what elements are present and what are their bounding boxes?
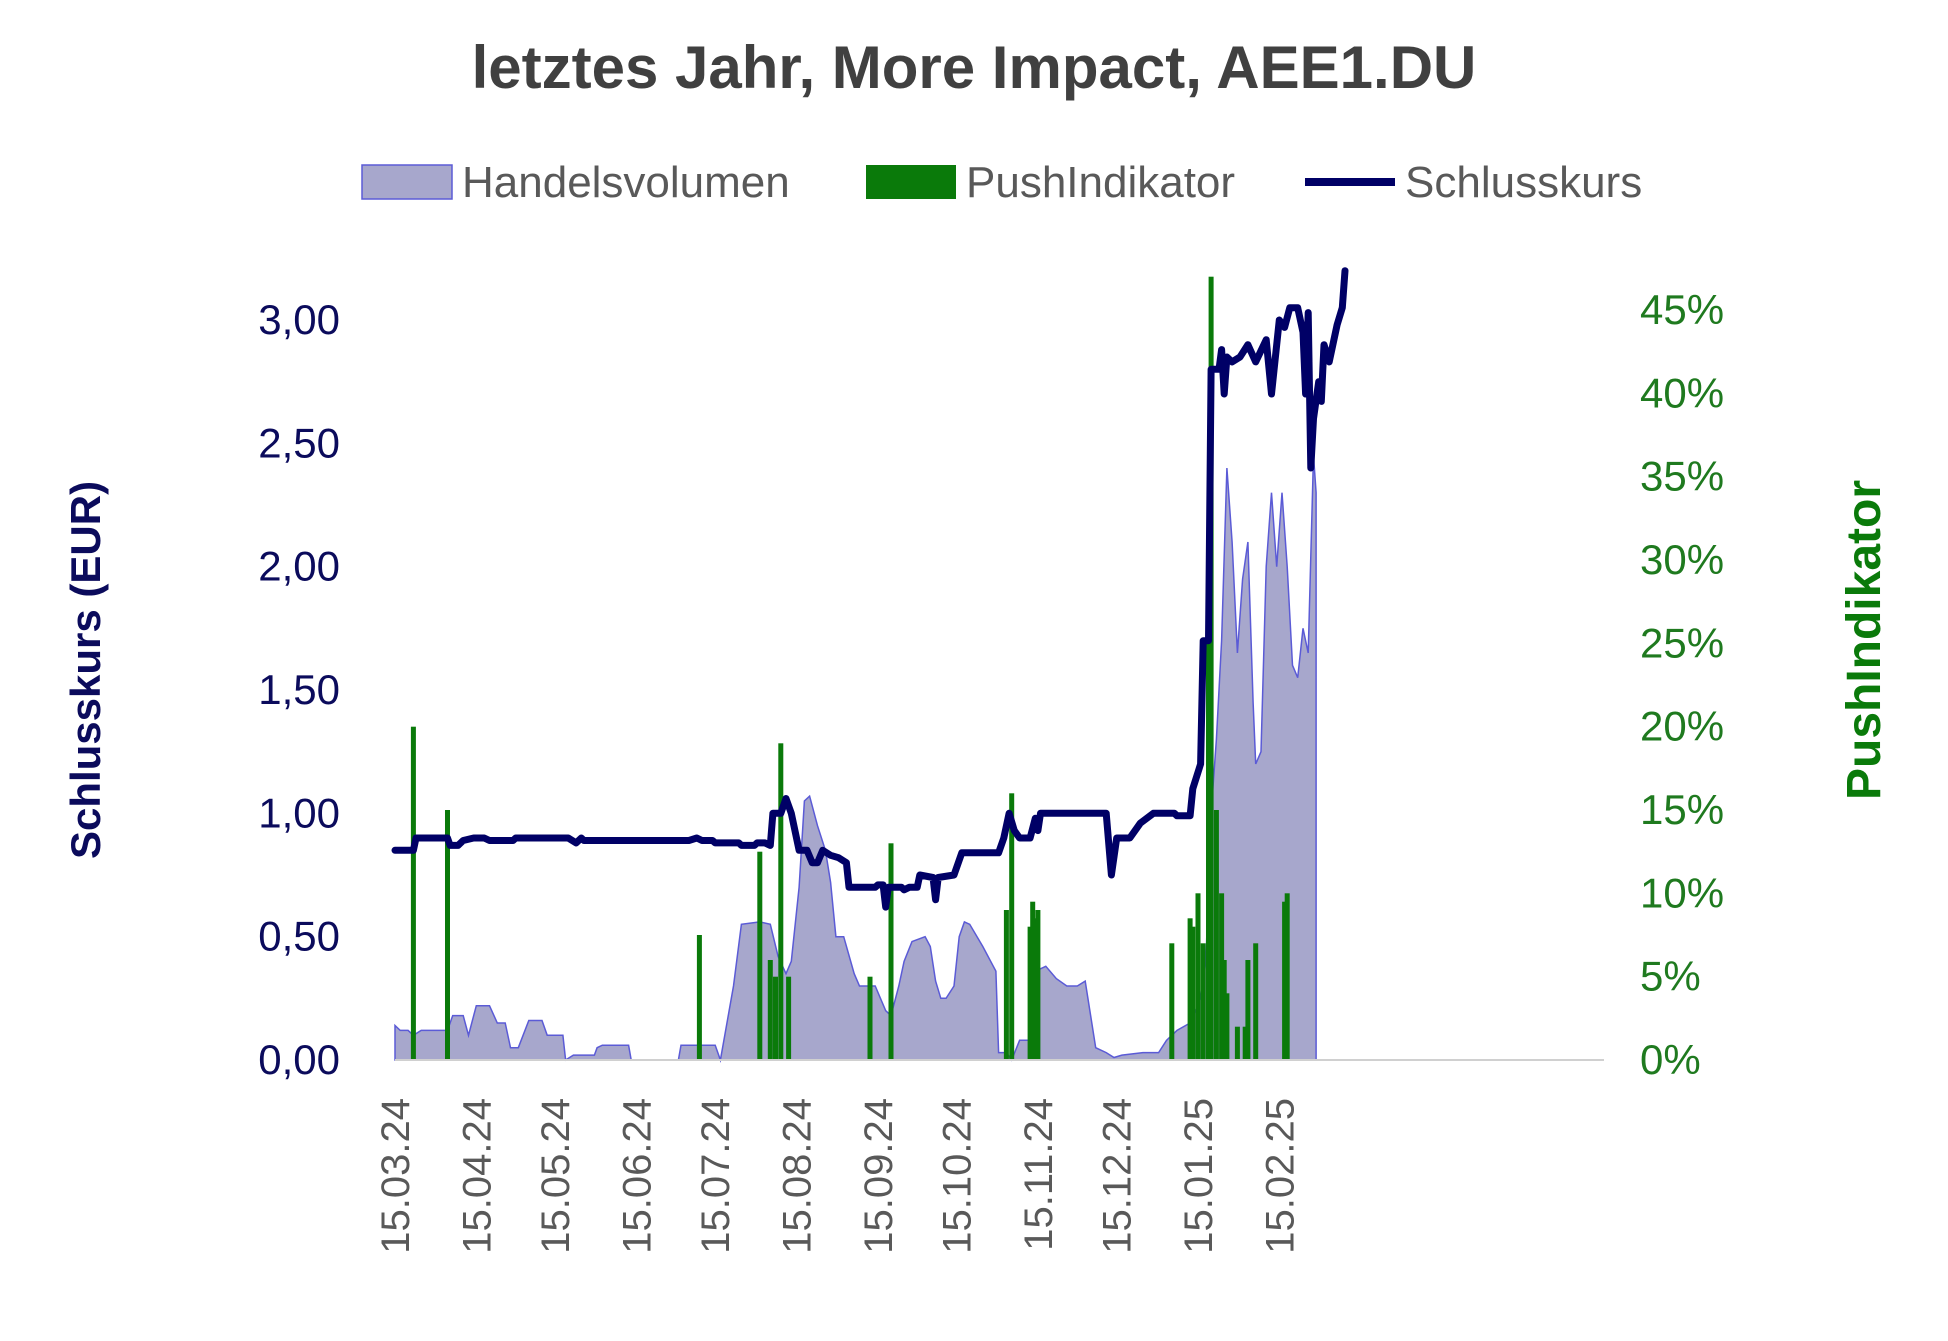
x-tick: 15.09.24 [857,1098,901,1254]
x-tick: 15.06.24 [615,1098,659,1254]
push-bar [1234,1026,1240,1060]
legend-swatch-volume [361,164,453,200]
y-tick-left: 1,00 [258,789,340,836]
x-tick: 15.07.24 [694,1098,738,1254]
push-bar [1284,893,1290,1060]
x-tick: 15.02.25 [1258,1098,1302,1254]
y-tick-left: 2,50 [258,419,340,466]
push-bar [1030,901,1036,1060]
push-bar [1224,993,1230,1060]
legend: Handelsvolumen PushIndikator Schlusskurs [361,158,1642,207]
legend-swatch-push [866,165,956,199]
push-bar [1253,943,1259,1060]
chart-title: letztes Jahr, More Impact, AEE1.DU [472,34,1477,101]
volume-area [394,455,1317,1063]
y-tick-right: 40% [1640,369,1724,416]
push-bar [1221,960,1227,1060]
push-bar [1187,918,1193,1060]
volume-area-layer [394,455,1317,1063]
push-bar [1035,910,1041,1060]
x-tick: 15.12.24 [1096,1098,1140,1254]
x-tick: 15.01.25 [1177,1098,1221,1254]
y-tick-left: 1,50 [258,666,340,713]
push-bar [445,810,450,1060]
legend-label-close: Schlusskurs [1405,158,1642,207]
y-tick-right: 5% [1640,953,1701,1000]
y-tick-right: 35% [1640,453,1724,500]
y-tick-right: 0% [1640,1036,1701,1083]
push-bar [773,976,778,1060]
push-bar [1003,910,1009,1060]
y-tick-right: 45% [1640,286,1724,333]
push-bar [1219,893,1225,1060]
push-bar [1200,943,1206,1060]
legend-label-volume: Handelsvolumen [462,158,790,207]
push-bar [778,743,784,1060]
push-bar [1032,918,1038,1060]
y-tick-left: 2,00 [258,543,340,590]
push-bar [410,726,416,1060]
y-tick-left: 0,00 [258,1036,340,1083]
push-bar [1213,810,1219,1060]
y-tick-right: 15% [1640,786,1724,833]
push-bar [1169,943,1175,1060]
x-tick: 15.10.24 [936,1098,980,1254]
x-tick: 15.03.24 [374,1098,418,1254]
push-bar [767,960,773,1060]
x-ticks: 15.03.24 15.04.24 15.05.24 15.06.24 15.07.24… [374,1098,1302,1254]
y-tick-right: 10% [1640,869,1724,916]
push-bar [1009,793,1015,1060]
x-tick: 15.08.24 [776,1098,820,1254]
push-bar [786,976,792,1060]
push-bar [1282,901,1288,1060]
y-ticks-right: 0% 5% 10% 15% 20% 25% 30% 35% 40% 45% [1640,286,1724,1083]
y-axis-title-right: PushIndikator [1838,480,1891,800]
push-bar [867,976,873,1060]
y-axis-title-left: Schlusskurs (EUR) [62,481,109,859]
push-bar [1195,893,1201,1060]
push-bar [757,851,763,1060]
y-tick-left: 0,50 [258,913,340,960]
close-line-layer [391,267,1349,911]
y-tick-left: 3,00 [258,296,340,343]
x-tick: 15.05.24 [534,1098,578,1254]
y-ticks-left: 0,00 0,50 1,00 1,50 2,00 2,50 3,00 [258,296,340,1083]
x-tick: 15.04.24 [455,1098,499,1254]
push-bar [888,843,894,1060]
push-bar [1245,960,1251,1060]
y-tick-right: 25% [1640,619,1724,666]
y-tick-right: 20% [1640,703,1724,750]
push-bar [1206,626,1211,1060]
close-line [391,267,1349,911]
push-bars-layer [410,276,1290,1060]
push-bar [1190,926,1196,1060]
push-bar [1242,1026,1248,1060]
push-bar [1027,926,1033,1060]
y-tick-right: 30% [1640,536,1724,583]
legend-label-push: PushIndikator [966,158,1235,207]
push-bar [696,935,702,1060]
push-bar [1208,276,1214,1060]
x-tick: 15.11.24 [1017,1098,1061,1251]
